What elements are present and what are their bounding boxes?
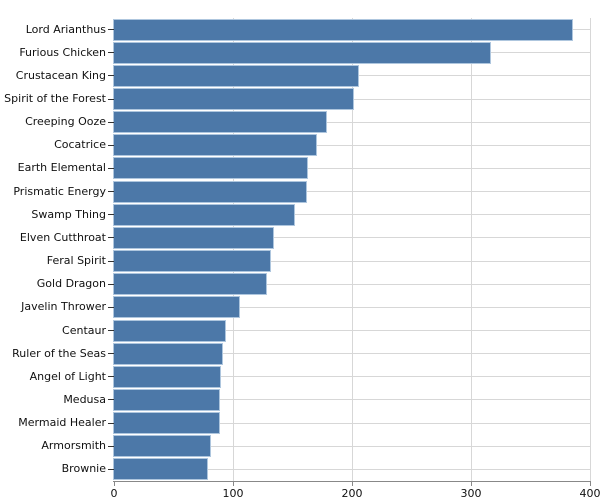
bar [114,181,306,202]
x-gridline [589,18,591,481]
bar [114,42,491,63]
bar [114,389,219,410]
y-tick [108,422,114,424]
y-gridline [114,283,590,285]
bar [114,89,354,110]
x-tick [589,482,591,486]
x-tick [470,482,472,486]
y-tick [108,52,114,54]
bar [114,343,223,364]
x-tick-label: 0 [110,487,118,500]
y-tick-label: Prismatic Energy [13,184,106,198]
x-tick [351,482,353,486]
y-tick [108,29,114,31]
y-tick [108,98,114,100]
bar [114,112,326,133]
x-tick-label: 300 [460,487,482,500]
y-gridline [114,399,590,401]
bar [114,413,219,434]
y-gridline [114,376,590,378]
y-gridline [114,214,590,216]
y-tick-label: Brownie [61,462,106,476]
y-tick [108,260,114,262]
y-tick-label: Lord Arianthus [25,22,106,36]
y-tick-label: Swamp Thing [31,207,106,221]
y-tick [108,144,114,146]
bar [114,436,211,457]
y-tick [108,468,114,470]
y-tick [108,353,114,355]
x-gridline [470,18,472,481]
y-tick-label: Ruler of the Seas [12,346,106,360]
y-tick [108,167,114,169]
y-tick [108,191,114,193]
x-tick-label: 200 [341,487,363,500]
y-tick [108,237,114,239]
y-gridline [114,237,590,239]
y-tick-label: Creeping Ooze [25,115,106,129]
y-tick-label: Furious Chicken [19,45,106,59]
y-tick [108,75,114,77]
y-gridline [114,306,590,308]
x-gridline [351,18,353,481]
y-tick [108,445,114,447]
bar [114,320,225,341]
x-axis-line [113,481,591,482]
y-tick-label: Elven Cutthroat [19,230,106,244]
x-gridline [232,18,234,481]
y-tick-label: Angel of Light [29,369,106,383]
y-gridline [114,422,590,424]
bar [114,459,207,480]
y-tick-label: Medusa [63,392,106,406]
bar [114,251,270,272]
y-gridline [114,445,590,447]
bar [114,158,307,179]
y-tick-label: Feral Spirit [46,254,106,268]
x-tick-label: 100 [222,487,244,500]
y-gridline [114,260,590,262]
y-gridline [114,353,590,355]
y-gridline [114,144,590,146]
y-tick [108,214,114,216]
y-tick [108,376,114,378]
bar [114,274,267,295]
y-gridline [114,191,590,193]
bar [114,366,220,387]
bar [114,65,358,86]
y-tick-label: Javelin Thrower [21,300,106,314]
y-tick-label: Centaur [62,323,106,337]
y-tick [108,330,114,332]
y-tick [108,283,114,285]
x-tick [232,482,234,486]
bar [114,227,274,248]
bar [114,19,573,40]
y-tick [108,399,114,401]
y-gridline [114,167,590,169]
y-tick [108,121,114,123]
y-gridline [114,468,590,470]
y-tick-label: Spirit of the Forest [4,92,106,106]
bar [114,297,239,318]
y-tick-label: Crustacean King [15,68,106,82]
bar [114,135,317,156]
y-gridline [114,330,590,332]
y-tick-label: Cocatrice [54,138,106,152]
y-tick-label: Earth Elemental [17,161,106,175]
y-tick-label: Armorsmith [41,439,106,453]
bar [114,204,294,225]
y-tick [108,306,114,308]
x-tick-label: 400 [579,487,601,500]
y-tick-label: Gold Dragon [36,277,106,291]
x-tick [113,482,115,486]
y-gridline [114,121,590,123]
y-tick-label: Mermaid Healer [18,416,106,430]
